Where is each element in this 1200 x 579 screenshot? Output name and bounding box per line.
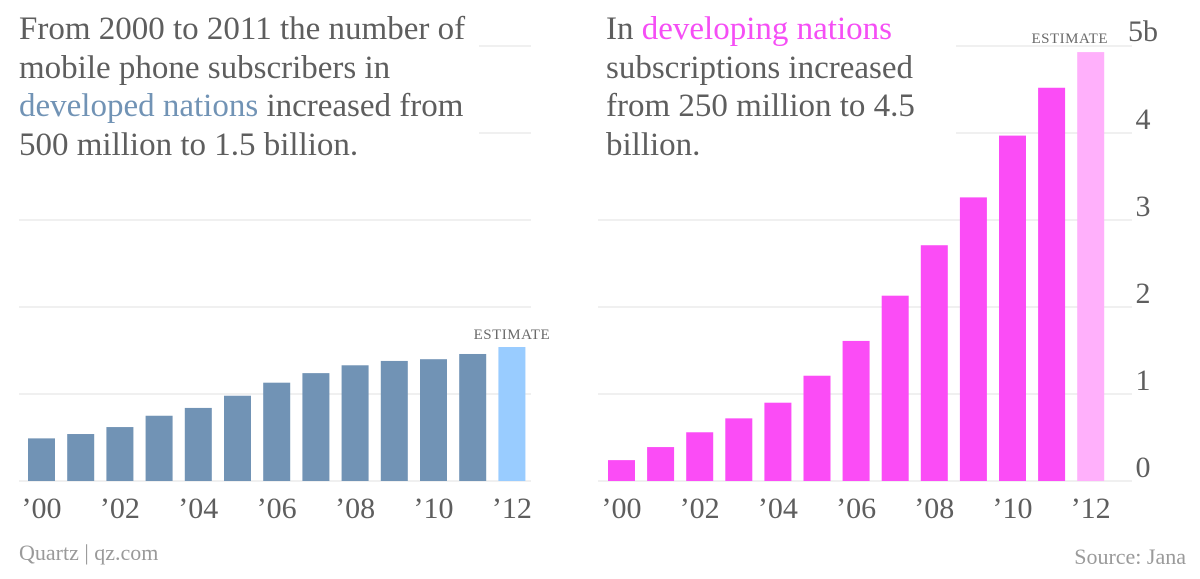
bar [764,402,792,481]
bar [184,407,212,481]
bar [302,373,330,481]
x-tick-label: ’06 [836,492,876,525]
bar [263,382,291,481]
y-tick-label: 3 [1136,190,1151,223]
developed-nations-chart: ’00 ’02 ’04 ’06 ’08 ’10 ’12 ESTIMATE [19,45,551,525]
right-headline-post: subscriptions increased from 250 million… [606,49,915,163]
bar [803,375,831,481]
bar [1038,87,1066,481]
bar [224,395,251,481]
developing-nations-chart: ’00 ’02 ’04 ’06 ’08 ’10 ’12 0 1 2 3 4 5b ESTIMATE [598,15,1158,525]
left-x-axis-ticks: ’00 ’02 ’04 ’06 ’08 ’10 ’12 [22,492,532,525]
bar [959,197,987,481]
x-tick-label: ’10 [414,492,454,525]
x-tick-label: ’04 [758,492,798,525]
y-tick-label: 0 [1136,451,1151,484]
bar [420,359,447,481]
bar [67,434,95,481]
bar [725,418,753,481]
y-tick-label: 2 [1136,277,1151,310]
right-x-axis-ticks: ’00 ’02 ’04 ’06 ’08 ’10 ’12 [602,492,1111,525]
left-bars [28,347,526,481]
bar [881,295,909,481]
y-tick-label: 1 [1136,364,1151,397]
x-tick-label: ’12 [1071,492,1111,525]
developed-nations-highlight: developed nations [19,88,259,124]
bar [647,447,675,481]
bar [920,245,948,481]
right-bars [608,52,1105,482]
bar [145,415,173,481]
bar-estimate [498,347,526,481]
bar [380,360,408,481]
bar [608,460,635,481]
y-tick-label: 5b [1128,15,1158,48]
x-tick-label: ’02 [680,492,720,525]
bar [842,340,870,481]
x-tick-label: ’08 [335,492,375,525]
left-headline: From 2000 to 2011 the number of mobile p… [19,10,479,164]
brand-credit: Quartz | qz.com [19,540,159,565]
x-tick-label: ’00 [602,492,642,525]
developing-nations-highlight: developing nations [641,11,892,47]
x-tick-label: ’00 [22,492,62,525]
x-tick-label: ’12 [492,492,532,525]
bar-estimate [1077,52,1105,482]
y-tick-label: 4 [1136,103,1151,136]
bar [999,135,1026,482]
x-tick-label: ’02 [100,492,140,525]
x-tick-label: ’10 [993,492,1033,525]
left-headline-post: increased from 500 million to 1.5 billio… [19,88,464,163]
bar [28,438,55,481]
bar [686,432,714,481]
left-headline-pre: From 2000 to 2011 the number of mobile p… [19,11,466,86]
left-estimate-label: ESTIMATE [474,327,551,343]
right-headline-pre: In [606,11,642,47]
source-credit: Source: Jana [1074,544,1186,569]
x-tick-label: ’06 [257,492,297,525]
bar [106,427,134,481]
right-y-axis-ticks: 0 1 2 3 4 5b [1128,15,1158,484]
right-estimate-label: ESTIMATE [1032,31,1109,47]
bar [341,365,369,481]
x-tick-label: ’04 [178,492,218,525]
bar [459,353,487,481]
x-tick-label: ’08 [914,492,954,525]
right-headline: In developing nations subscriptions incr… [606,10,956,164]
